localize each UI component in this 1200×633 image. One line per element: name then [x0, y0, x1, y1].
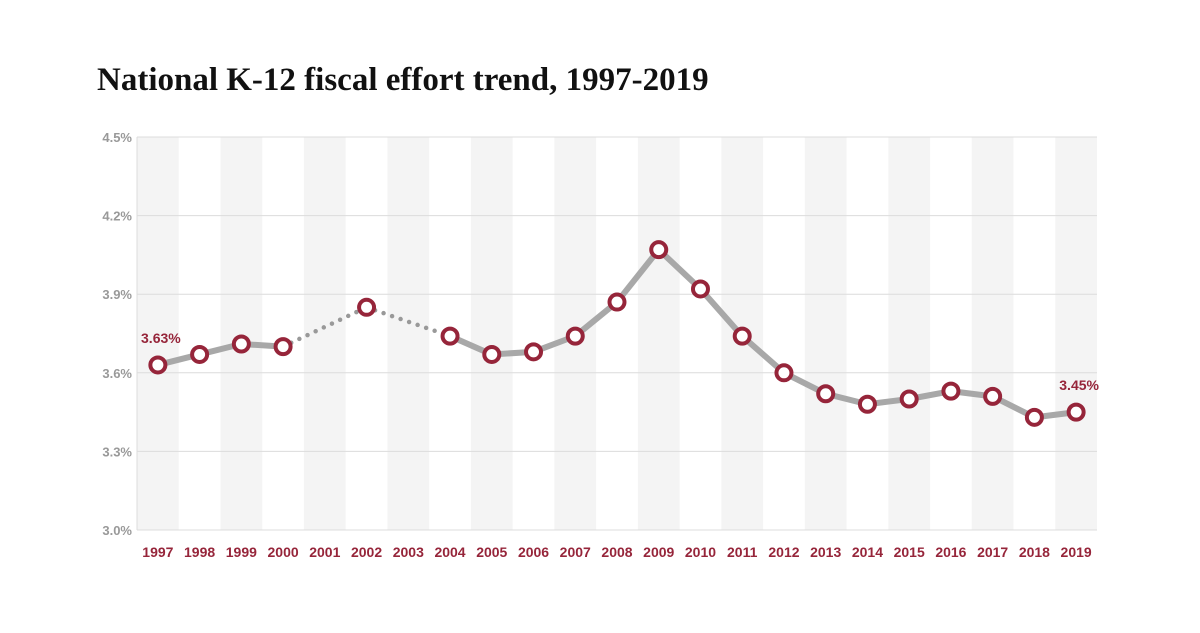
data-point: [524, 342, 544, 362]
data-label: 3.63%: [141, 330, 181, 346]
column-band: [804, 137, 847, 530]
data-point: [440, 326, 460, 346]
x-tick-label: 2009: [643, 544, 674, 560]
x-tick-label: 2010: [685, 544, 716, 560]
series-segment: [697, 285, 746, 340]
x-tick-label: 2019: [1061, 544, 1092, 560]
x-tick-label: 2006: [518, 544, 549, 560]
chart-title: National K-12 fiscal effort trend, 1997-…: [97, 62, 709, 98]
column-band: [470, 137, 513, 530]
x-tick-label: 2003: [393, 544, 424, 560]
data-point: [1066, 402, 1086, 422]
x-tick-label: 2005: [476, 544, 507, 560]
data-label: 3.45%: [1059, 377, 1099, 393]
x-tick-label: 2018: [1019, 544, 1050, 560]
y-tick-label: 4.2%: [102, 209, 132, 224]
series-lines: [154, 246, 1080, 421]
x-tick-label: 2007: [560, 544, 591, 560]
x-tick-label: 2004: [434, 544, 465, 560]
column-band: [137, 137, 179, 530]
data-point: [607, 292, 627, 312]
x-axis: 1997 1998 1999 2000 2001 2002 2003 2004 2005 2006…: [142, 544, 1092, 560]
column-band: [637, 137, 680, 530]
series-points: [148, 240, 1086, 427]
data-labels: 3.63% 3.45%: [141, 330, 1100, 393]
data-point: [816, 384, 836, 404]
series-segment: [655, 246, 704, 292]
data-point: [148, 355, 168, 375]
y-tick-label: 3.0%: [102, 523, 132, 538]
x-tick-label: 2002: [351, 544, 382, 560]
x-tick-label: 2016: [935, 544, 966, 560]
column-band: [387, 137, 430, 530]
data-point: [565, 326, 585, 346]
data-point: [190, 344, 210, 364]
y-tick-label: 3.9%: [102, 287, 132, 302]
y-axis: 3.0% 3.3% 3.6% 3.9% 4.2% 4.5%: [102, 130, 132, 538]
data-point: [899, 389, 919, 409]
series-segment-dotted: [280, 305, 369, 349]
gridlines: [136, 136, 1097, 531]
column-bands: [137, 137, 1097, 530]
column-band: [303, 137, 346, 530]
y-tick-label: 3.6%: [102, 366, 132, 381]
data-point: [273, 337, 293, 357]
x-tick-label: 2001: [309, 544, 340, 560]
data-point: [649, 240, 669, 260]
x-tick-label: 1998: [184, 544, 215, 560]
column-band: [971, 137, 1014, 530]
x-tick-label: 2014: [852, 544, 883, 560]
data-point: [231, 334, 251, 354]
data-point: [357, 297, 377, 317]
x-tick-label: 1997: [142, 544, 173, 560]
x-tick-label: 2008: [601, 544, 632, 560]
x-tick-label: 2012: [768, 544, 799, 560]
x-tick-label: 2017: [977, 544, 1008, 560]
y-tick-label: 4.5%: [102, 130, 132, 145]
column-band: [1055, 137, 1097, 530]
data-point: [1024, 407, 1044, 427]
data-point: [857, 394, 877, 414]
column-band: [220, 137, 263, 530]
y-tick-label: 3.3%: [102, 444, 132, 459]
x-tick-label: 2011: [727, 544, 758, 560]
data-point: [941, 381, 961, 401]
data-point: [774, 363, 794, 383]
data-point: [732, 326, 752, 346]
data-point: [983, 386, 1003, 406]
x-tick-label: 1999: [226, 544, 257, 560]
x-tick-label: 2013: [810, 544, 841, 560]
x-tick-label: 2015: [894, 544, 925, 560]
series-segment-dotted: [364, 305, 453, 339]
data-point: [482, 344, 502, 364]
column-band: [888, 137, 931, 530]
series-segment: [614, 246, 662, 306]
x-tick-label: 2000: [268, 544, 299, 560]
data-point: [690, 279, 710, 299]
